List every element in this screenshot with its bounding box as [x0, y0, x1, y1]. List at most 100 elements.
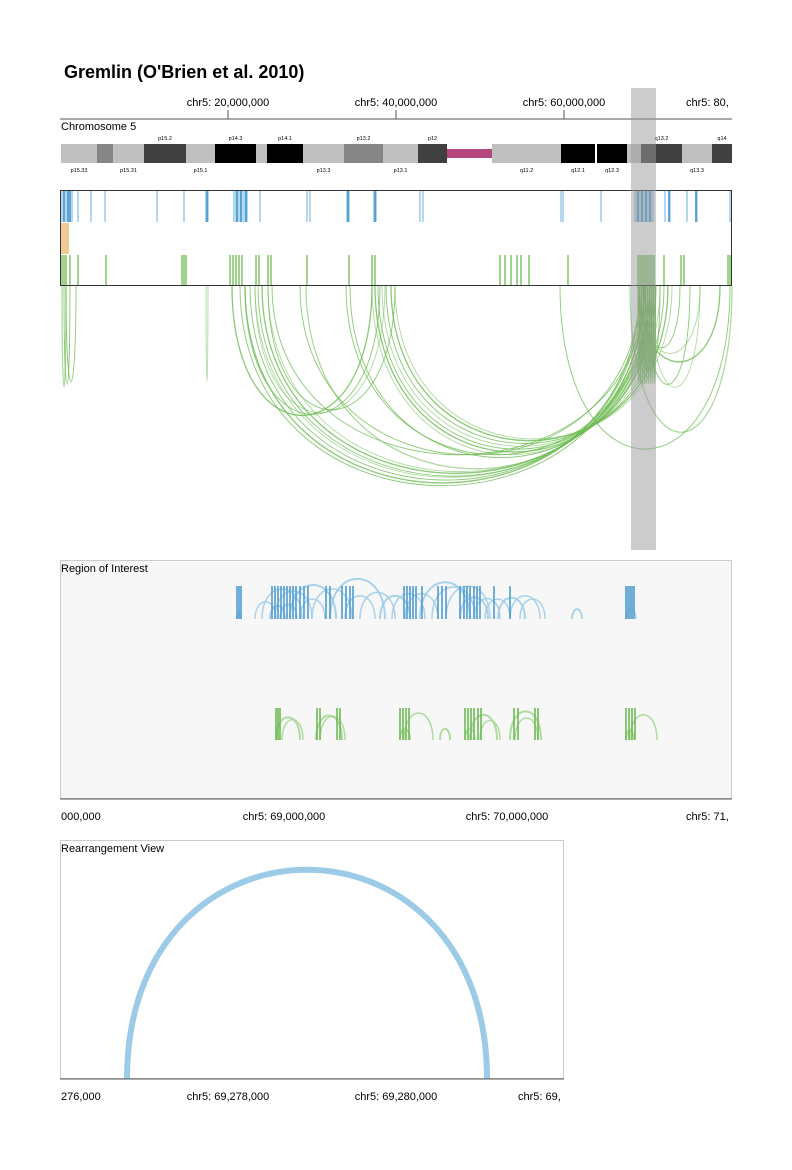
rearrangement-background[interactable]: [60, 840, 564, 1079]
band-label: p12: [428, 136, 437, 142]
rearrangement-title: Rearrangement View: [61, 843, 164, 855]
roi-background[interactable]: [60, 560, 732, 799]
link-arc: [254, 285, 646, 478]
link-arc: [261, 285, 651, 474]
band-label: q13.2: [655, 136, 669, 142]
roi-tick-label: chr5: 69,000,000: [243, 811, 326, 823]
link-arc: [65, 285, 77, 382]
band-label: p15.31: [120, 168, 137, 174]
link-arc: [231, 285, 373, 416]
roi-tick-label: chr5: 70,000,000: [466, 811, 549, 823]
link-arc: [497, 596, 526, 620]
link-arc: [289, 583, 337, 620]
roi-panel: Region of Interest 000,000 chr5: 69,000,…: [60, 560, 732, 823]
ideogram-band[interactable]: [418, 144, 447, 163]
band-label: q12.3: [605, 168, 619, 174]
link-arc: [63, 285, 71, 385]
rearrangement-tick-label: chr5: 69,: [518, 1091, 561, 1103]
link-arc: [205, 285, 209, 382]
roi-tick-label: chr5: 71,: [686, 811, 729, 823]
rearrangement-tick-label: chr5: 69,278,000: [187, 1091, 270, 1103]
green-event-track: [61, 255, 731, 285]
overview-tick-label: chr5: 80,: [686, 97, 729, 109]
ideogram-band[interactable]: [597, 144, 627, 163]
overview-tick-label: chr5: 20,000,000: [187, 97, 270, 109]
link-arc: [374, 285, 655, 453]
overview-tick-label: chr5: 40,000,000: [355, 97, 438, 109]
rearrangement-tick-label: 276,000: [61, 1091, 101, 1103]
ideogram-band[interactable]: [682, 144, 712, 163]
link-arc: [244, 285, 641, 484]
rearrangement-arc: [124, 866, 490, 1080]
ideogram-band[interactable]: [712, 144, 732, 163]
link-arc: [61, 285, 67, 388]
band-label: p13.1: [394, 168, 408, 174]
link-arc: [391, 593, 426, 620]
band-label: p15.2: [158, 136, 172, 142]
ideogram-band[interactable]: [267, 144, 303, 163]
link-arc: [509, 710, 542, 741]
region-selection-brush[interactable]: [631, 88, 656, 550]
link-arc: [571, 608, 583, 620]
ideogram-band[interactable]: [215, 144, 256, 163]
roi-title: Region of Interest: [61, 563, 148, 575]
ideogram-band[interactable]: [186, 144, 215, 163]
band-label: q11.2: [520, 168, 533, 174]
link-arc: [349, 285, 653, 459]
ideogram-band[interactable]: [144, 144, 186, 163]
link-arc: [381, 285, 661, 447]
rearrangement-panel: Rearrangement View 276,000 chr5: 69,278,…: [60, 840, 564, 1103]
overview-axis: chr5: 20,000,000 chr5: 40,000,000 chr5: …: [60, 97, 732, 120]
roi-link-arcs: [236, 578, 658, 741]
link-arc: [249, 285, 643, 481]
link-arc: [379, 594, 411, 620]
blue-event-track: [61, 191, 731, 222]
overview-panel: chr5: 20,000,000 chr5: 40,000,000 chr5: …: [60, 88, 733, 550]
ideogram-band[interactable]: [492, 144, 561, 163]
ideogram-band[interactable]: [344, 144, 383, 163]
ideogram-band[interactable]: [61, 144, 97, 163]
link-arc: [519, 598, 546, 620]
track-box: [60, 190, 732, 286]
link-arc: [299, 285, 641, 455]
link-arc: [509, 595, 541, 620]
band-label: p15.1: [194, 168, 208, 174]
band-label: p14.1: [278, 136, 292, 142]
link-arc: [267, 285, 396, 411]
ideogram-band[interactable]: [303, 144, 344, 163]
ideogram-band[interactable]: [470, 149, 492, 158]
link-arc: [305, 285, 646, 470]
link-arc: [439, 727, 451, 741]
ideogram-label: Chromosome 5: [61, 121, 136, 133]
ideogram-band[interactable]: [97, 144, 113, 163]
orange-event-track: [61, 223, 69, 254]
ideogram-band[interactable]: [561, 144, 595, 163]
chromosome-ideogram[interactable]: p15.33 p15.31 p15.2 p15.1 p14.3 p14.1 p13.3 p13…: [61, 136, 732, 174]
band-label: p15.33: [71, 168, 88, 174]
ideogram-band[interactable]: [447, 149, 470, 158]
link-arc: [257, 285, 649, 477]
link-arc: [403, 712, 434, 741]
roi-axis: 000,000 chr5: 69,000,000 chr5: 70,000,00…: [60, 798, 732, 823]
band-label: p13.2: [357, 136, 371, 142]
link-arc: [629, 713, 658, 741]
band-label: q14: [717, 136, 726, 142]
roi-tick-label: 000,000: [61, 811, 101, 823]
link-arc: [239, 285, 645, 486]
ideogram-band[interactable]: [383, 144, 418, 163]
link-arc: [394, 285, 673, 440]
band-label: q13.3: [690, 168, 704, 174]
band-label: q12.1: [571, 168, 585, 174]
overview-tick-label: chr5: 60,000,000: [523, 97, 606, 109]
link-arc: [244, 285, 381, 415]
link-arc: [377, 285, 657, 450]
ideogram-band[interactable]: [256, 144, 267, 163]
band-label: p13.3: [317, 168, 331, 174]
band-label: p14.3: [229, 136, 243, 142]
ideogram-band[interactable]: [113, 144, 144, 163]
link-arc: [254, 285, 386, 414]
rearrangement-axis: 276,000 chr5: 69,278,000 chr5: 69,280,00…: [60, 1078, 564, 1103]
page-title: Gremlin (O'Brien et al. 2010): [64, 62, 304, 82]
link-arc: [281, 719, 304, 741]
